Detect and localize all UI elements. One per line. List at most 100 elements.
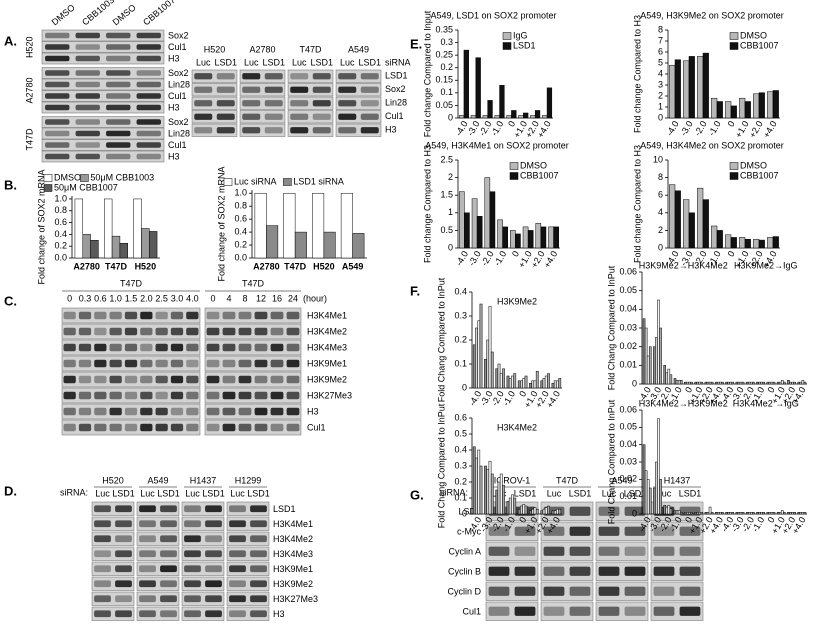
blot-band — [170, 375, 184, 384]
bar — [673, 510, 677, 515]
blot-band — [75, 32, 100, 39]
blot-band — [94, 565, 111, 573]
blot-band — [286, 423, 300, 432]
bar — [669, 374, 673, 385]
bar — [758, 239, 765, 249]
blot-band — [63, 391, 76, 400]
blot-band — [229, 505, 246, 513]
bar — [772, 381, 776, 385]
legend-swatch — [509, 172, 519, 180]
y-tick-label: 0 — [632, 378, 637, 388]
bar — [768, 381, 772, 385]
blot-band — [78, 343, 92, 352]
bar — [760, 381, 763, 385]
bar — [783, 381, 786, 385]
y-tick-label: 0.35 — [435, 24, 453, 34]
blot-band — [679, 606, 701, 616]
cell-label: T47D — [120, 278, 143, 288]
time-label: 3.0 — [171, 293, 184, 303]
blot-band — [488, 586, 510, 596]
blot-band — [184, 580, 201, 588]
blot-band — [194, 86, 213, 93]
row-label: Cul1 — [307, 422, 326, 432]
y-tick-label: 0.25 — [435, 50, 453, 60]
blot-background — [204, 371, 302, 388]
blot-band — [136, 153, 161, 160]
bar — [776, 381, 780, 385]
blot-band — [186, 327, 199, 336]
blot-band — [206, 391, 220, 400]
blot-band — [488, 606, 510, 616]
bar — [487, 100, 493, 119]
bar — [644, 327, 648, 385]
bar — [702, 52, 709, 119]
cell-label: A2780 — [249, 44, 275, 54]
blot-band — [242, 86, 261, 93]
bar — [459, 191, 465, 249]
blot-band — [569, 506, 591, 516]
cell-label: A549 — [147, 475, 168, 485]
bar — [767, 237, 774, 249]
blot-band — [140, 327, 153, 336]
blot-band — [184, 550, 201, 558]
y-tick-label: 0 — [632, 508, 637, 518]
lane-label: Luc — [292, 57, 307, 67]
bar — [542, 115, 548, 119]
blot-band — [598, 506, 620, 516]
y-tick-label: 8 — [658, 172, 663, 182]
row-label: Cul1 — [168, 42, 187, 52]
cell-label: H520 — [102, 475, 124, 485]
bar — [799, 512, 803, 515]
blot-band — [194, 127, 213, 134]
y-tick-label: 6 — [658, 46, 663, 56]
bar — [546, 87, 553, 119]
bar — [133, 198, 142, 259]
blot-band — [45, 70, 70, 76]
bar — [675, 510, 679, 515]
bar — [674, 59, 681, 119]
bar — [479, 465, 483, 515]
bar — [803, 512, 807, 515]
blot-band — [124, 375, 138, 384]
blot-band — [94, 520, 111, 528]
y-tick-label: 0.4 — [454, 286, 467, 296]
bar — [499, 373, 503, 389]
bar — [767, 91, 774, 119]
bar — [82, 234, 91, 259]
bar — [540, 226, 547, 249]
blot-band — [170, 359, 184, 368]
bar — [497, 363, 501, 389]
bar — [659, 479, 662, 515]
bar — [778, 512, 782, 515]
lane-label: Luc — [657, 488, 672, 498]
blot-background — [41, 101, 165, 114]
bar — [667, 505, 671, 515]
bar — [697, 187, 704, 249]
blot-band — [360, 73, 379, 80]
blot-band — [186, 391, 199, 400]
bar — [760, 512, 763, 515]
blot-band — [139, 580, 156, 588]
row-label: H3 — [307, 406, 319, 416]
bar — [791, 512, 794, 515]
row-label: Lin28 — [168, 79, 190, 89]
row-label: Lin28 — [385, 97, 407, 107]
blot-band — [205, 535, 222, 543]
blot-band — [115, 565, 132, 573]
bar — [783, 512, 786, 515]
lane-label: DMSO — [111, 2, 138, 27]
x-tick-label: 0 — [683, 385, 694, 394]
bar — [644, 470, 648, 515]
legend-label: CBB1007 — [740, 170, 779, 180]
blot-band — [206, 407, 220, 416]
blot-band — [75, 81, 100, 88]
blot-band — [286, 327, 300, 336]
blot-band — [160, 595, 177, 603]
bar — [719, 512, 722, 515]
blot-band — [184, 505, 201, 513]
blot-background — [41, 67, 165, 79]
blot-band — [124, 407, 138, 416]
blot-band — [270, 375, 284, 384]
bar — [768, 512, 772, 515]
bar — [479, 303, 483, 389]
